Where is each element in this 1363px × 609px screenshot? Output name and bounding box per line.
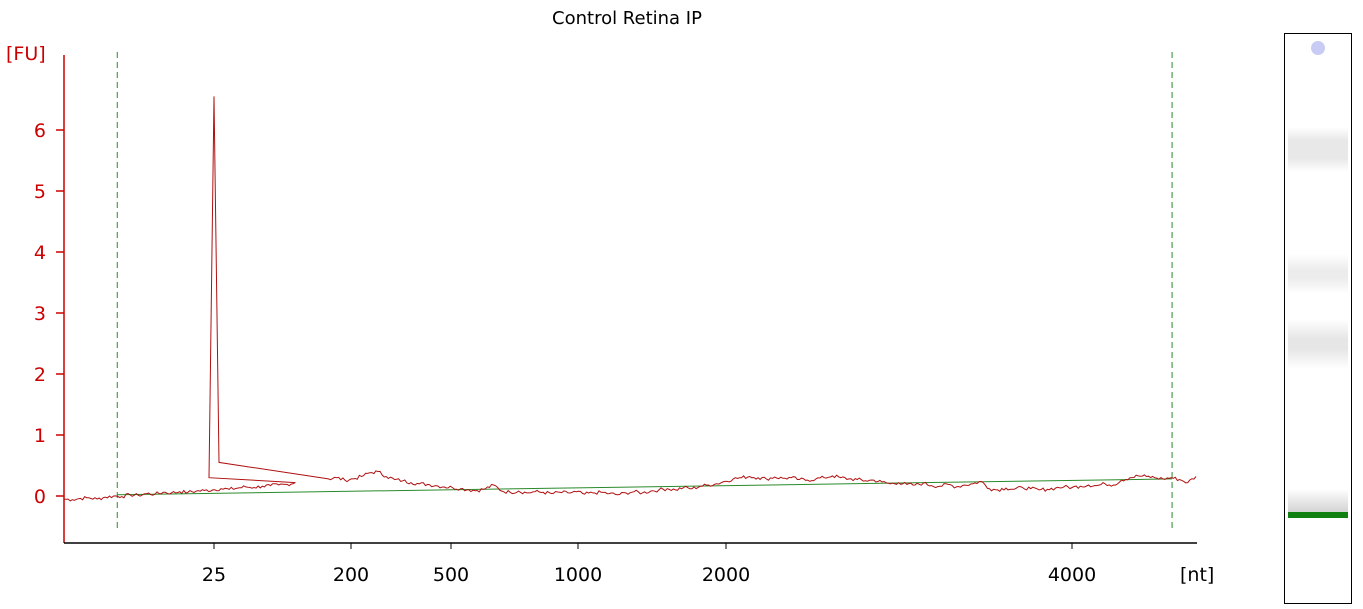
x-tick-label: 1000 (554, 564, 602, 586)
x-tick-label: 25 (202, 564, 226, 586)
y-tick-label: 4 (34, 242, 46, 264)
y-tick-label: 3 (34, 303, 46, 325)
x-axis-unit-label: [nt] (1180, 564, 1214, 586)
x-ticks: 25 200 500 1000 2000 4000 (202, 543, 1096, 586)
y-tick-label: 5 (34, 181, 46, 203)
electropherogram-chart: Control Retina IP [FU] [nt] 0 1 2 3 4 5 6 25 20… (6, 8, 1214, 586)
gel-ladder-band (1288, 512, 1348, 518)
gel-lane (1284, 33, 1352, 604)
y-axis-unit-label: [FU] (6, 43, 46, 65)
chart-title: Control Retina IP (552, 8, 702, 29)
x-tick-label: 2000 (702, 564, 750, 586)
y-tick-label: 2 (34, 364, 46, 386)
x-tick-label: 4000 (1048, 564, 1096, 586)
gel-smear-band (1288, 489, 1348, 514)
x-axis: [nt] (64, 542, 1214, 586)
gel-smear-band (1288, 127, 1348, 172)
baseline-line (117, 478, 1173, 496)
y-tick-label: 0 (34, 486, 46, 508)
marker-lines (116, 52, 1173, 528)
gel-smear-band (1288, 254, 1348, 294)
fluorescence-trace (63, 96, 1197, 502)
y-ticks: 0 1 2 3 4 5 6 (34, 120, 64, 508)
x-tick-label: 200 (333, 564, 369, 586)
y-tick-label: 6 (34, 120, 46, 142)
y-axis: [FU] (6, 43, 65, 543)
gel-smear-band (1288, 319, 1348, 369)
x-tick-label: 500 (433, 564, 469, 586)
gel-marker-spot (1311, 41, 1325, 55)
y-tick-label: 1 (34, 425, 46, 447)
